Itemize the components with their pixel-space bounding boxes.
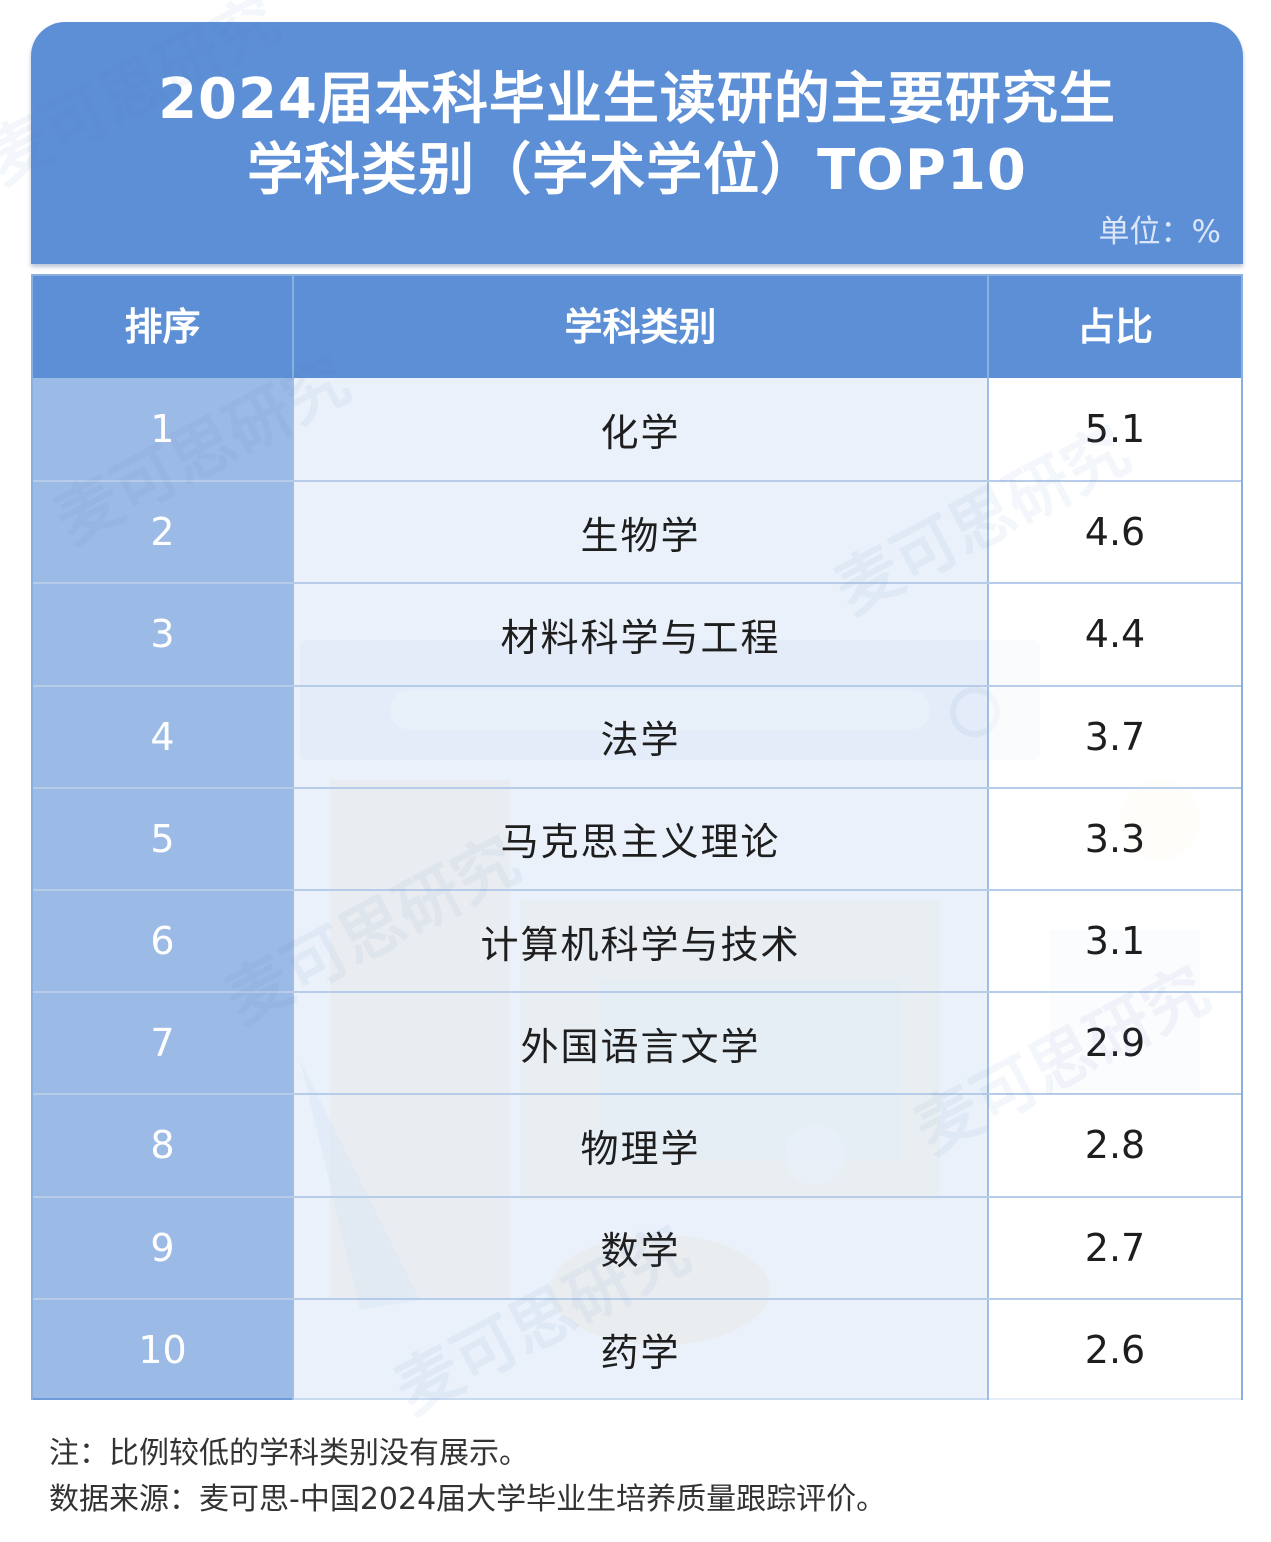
rank-cell: 9	[33, 1197, 292, 1298]
category-cell: 化学	[292, 378, 987, 481]
footnote-source: 数据来源：麦可思-中国2024届大学毕业生培养质量跟踪评价。	[49, 1482, 887, 1517]
rank-cell: 4	[33, 686, 292, 787]
share-cell: 2.6	[987, 1299, 1241, 1400]
table-row: 6 计算机科学与技术 3.1	[33, 888, 1241, 992]
chart-title-line-2: 学科类别（学术学位）TOP10	[247, 138, 1027, 203]
table-row: 1 化学 5.1	[33, 378, 1241, 481]
rank-cell: 8	[33, 1095, 292, 1196]
unit-label: 单位：%	[1098, 214, 1221, 250]
rank-cell: 2	[33, 482, 292, 583]
rank-cell: 6	[33, 890, 292, 992]
rank-cell: 1	[33, 378, 292, 481]
category-cell: 法学	[292, 686, 987, 787]
category-cell: 外国语言文学	[292, 993, 987, 1094]
share-cell: 3.1	[987, 890, 1241, 992]
column-header-category: 学科类别	[292, 276, 987, 378]
chart-title-line-1: 2024届本科毕业生读研的主要研究生	[158, 67, 1116, 132]
category-cell: 计算机科学与技术	[292, 890, 987, 992]
footnotes: 注：比例较低的学科类别没有展示。 数据来源：麦可思-中国2024届大学毕业生培养…	[49, 1431, 886, 1523]
table-row: 5 马克思主义理论 3.3	[33, 786, 1241, 889]
footnote-note: 注：比例较低的学科类别没有展示。	[49, 1436, 529, 1471]
table-row: 7 外国语言文学 2.9	[33, 991, 1241, 1094]
table-header: 排序 学科类别 占比	[33, 276, 1241, 378]
share-cell: 4.6	[987, 482, 1241, 583]
table-row: 8 物理学 2.8	[33, 1093, 1241, 1196]
share-cell: 3.7	[987, 686, 1241, 787]
category-cell: 数学	[292, 1197, 987, 1298]
share-cell: 2.7	[987, 1197, 1241, 1298]
table-row: 3 材料科学与工程 4.4	[33, 582, 1241, 685]
table-body: 1 化学 5.1 2 生物学 4.6 3 材料科学与工程 4.4 4 法学 3.7 5 马克思主义理论 3.…	[33, 378, 1241, 1400]
share-cell: 3.3	[987, 788, 1241, 889]
category-cell: 物理学	[292, 1095, 987, 1196]
category-cell: 马克思主义理论	[292, 788, 987, 889]
share-cell: 4.4	[987, 584, 1241, 685]
category-cell: 生物学	[292, 482, 987, 583]
table-row: 2 生物学 4.6	[33, 480, 1241, 583]
column-header-share: 占比	[987, 276, 1241, 378]
share-cell: 5.1	[987, 378, 1241, 481]
rank-cell: 10	[33, 1299, 292, 1400]
table-row: 9 数学 2.7	[33, 1195, 1241, 1298]
category-cell: 药学	[292, 1299, 987, 1400]
share-cell: 2.8	[987, 1095, 1241, 1196]
category-cell: 材料科学与工程	[292, 584, 987, 685]
table-row: 4 法学 3.7	[33, 684, 1241, 787]
rank-cell: 5	[33, 788, 292, 889]
share-cell: 2.9	[987, 993, 1241, 1094]
table-row: 10 药学 2.6	[33, 1297, 1241, 1400]
column-header-rank: 排序	[124, 305, 201, 349]
rank-cell: 7	[33, 993, 292, 1094]
rank-cell: 3	[33, 584, 292, 685]
title-banner: 2024届本科毕业生读研的主要研究生 学科类别（学术学位）TOP10 单位：%	[31, 22, 1243, 264]
ranking-table: 排序 学科类别 占比 1 化学 5.1 2 生物学 4.6 3 材料科学与工程 4.4 4 法学 3.…	[31, 274, 1243, 1400]
